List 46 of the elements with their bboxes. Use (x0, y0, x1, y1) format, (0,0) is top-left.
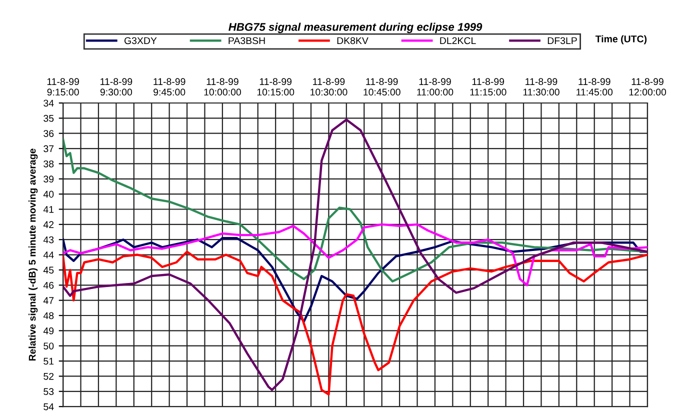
y-tick-label: 35 (44, 114, 54, 122)
legend-label: DK8KV (337, 37, 368, 44)
x-tick-label: 11-8-99 11:30:00 (523, 78, 560, 96)
y-axis-title: Relative signal (-dB) 5 minute moving average (28, 148, 38, 361)
x-tick-label: 11-8-99 10:45:00 (364, 78, 400, 96)
y-tick-label: 40 (43, 190, 54, 198)
x-tick-label: 11-8-99 12:00:00 (629, 78, 666, 96)
y-tick-label: 45 (43, 266, 54, 274)
y-tick-label: 34 (44, 100, 54, 107)
y-tick-label: 39 (44, 176, 54, 183)
legend-label: PA3BSH (228, 37, 265, 44)
line-series (63, 223, 648, 286)
y-tick-label: 50 (44, 342, 54, 350)
y-tick-label: 49 (43, 327, 54, 334)
y-tick-label: 53 (44, 388, 54, 396)
chart-title: HBG75 signal measurement during eclipse 1999 (228, 22, 482, 34)
x-tick-label: 11-8-99 10:15:00 (257, 78, 294, 96)
y-tick-label: 42 (43, 221, 54, 228)
x-tick-label: 11-8-99 11:15:00 (470, 78, 506, 96)
legend-label: DF3LP (548, 37, 577, 44)
y-tick-label: 37 (44, 145, 54, 152)
x-tick-label: 11-8-99 11:00:00 (417, 78, 454, 96)
y-tick-label: 54 (44, 403, 54, 410)
y-tick-label: 46 (43, 282, 54, 289)
x-tick-label: 11-8-99 9:30:00 (100, 78, 132, 96)
line-series (63, 236, 648, 323)
y-tick-label: 36 (44, 130, 54, 137)
y-tick-label: 41 (43, 206, 54, 213)
x-tick-label: 11-8-99 9:45:00 (154, 78, 186, 96)
x-tick-label: 11-8-99 9:15:00 (47, 78, 79, 96)
legend-label: DL2KCL (440, 37, 476, 44)
y-tick-label: 52 (44, 372, 54, 380)
y-tick-label: 51 (44, 358, 54, 365)
x-tick-label: 11-8-99 11:45:00 (576, 78, 613, 96)
y-tick-label: 47 (43, 297, 54, 304)
y-tick-label: 43 (43, 236, 54, 244)
legend-label: G3XDY (124, 37, 157, 44)
x-tick-label: 11-8-99 10:00:00 (204, 78, 241, 96)
x-axis-title: Time (UTC) (595, 35, 647, 44)
y-tick-label: 38 (44, 160, 54, 168)
y-tick-label: 44 (43, 252, 54, 258)
y-tick-label: 48 (43, 312, 54, 320)
line-series (63, 250, 648, 396)
x-tick-label: 11-8-99 10:30:00 (310, 78, 348, 96)
line-series (63, 118, 648, 391)
line-series (63, 138, 648, 282)
